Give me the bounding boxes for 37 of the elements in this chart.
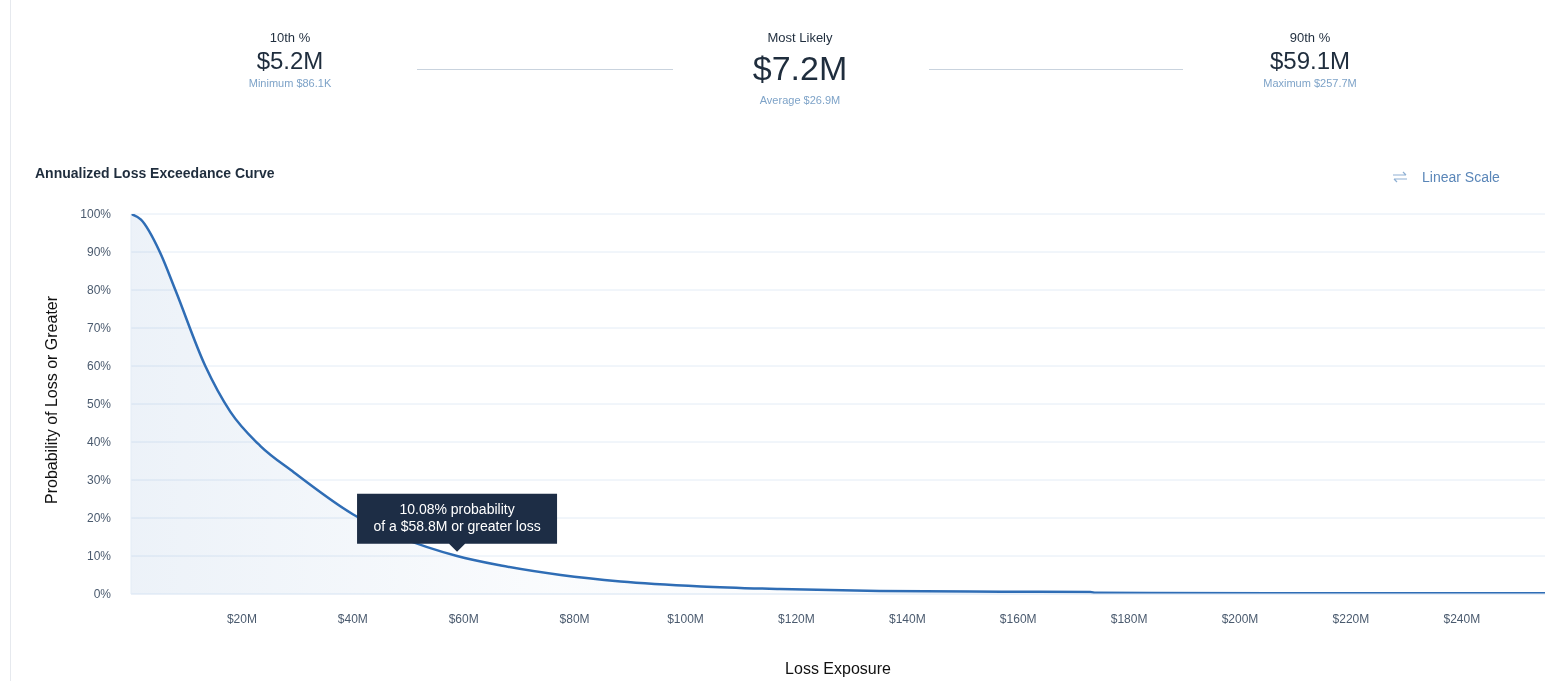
- text: Linear Scale: [1422, 169, 1500, 185]
- y-tick-label: 20%: [86, 511, 112, 526]
- x-tick-label: $180M: [1110, 611, 1148, 626]
- annotation: 10.08% probability of a $58.8M or greater loss: [373, 500, 541, 534]
- x-tick-label: $40M: [337, 611, 368, 626]
- y-tick-label: 40%: [86, 435, 112, 450]
- text: Average $26.9M: [758, 94, 842, 106]
- x-tick-label: $160M: [999, 611, 1037, 626]
- text: $5.2M: [255, 47, 325, 75]
- y-tick-label: 50%: [86, 397, 112, 412]
- x-tick-label: $120M: [778, 611, 815, 626]
- text: $7.2M: [751, 49, 849, 88]
- x-tick-label: $80M: [559, 611, 590, 626]
- y-tick-label: 70%: [86, 321, 112, 336]
- x-tick-label: $100M: [667, 611, 704, 626]
- chart-title: Annualized Loss Exceedance Curve: [35, 165, 275, 181]
- text: Minimum $86.1K: [247, 77, 333, 89]
- y-tick-label: 0%: [93, 587, 112, 602]
- y-tick-label: 10%: [86, 549, 112, 564]
- y-tick-label: 90%: [86, 245, 112, 260]
- y-tick-label: 100%: [80, 207, 112, 222]
- text: $59.1M: [1268, 47, 1352, 75]
- x-tick-label: $140M: [888, 611, 926, 626]
- text: 90th %: [1288, 30, 1332, 45]
- y-axis-title: Probability of Loss or Greater: [42, 295, 60, 504]
- y-tick-label: 30%: [86, 473, 112, 488]
- x-tick-label: $200M: [1221, 611, 1259, 626]
- x-axis-title: Loss Exposure: [785, 660, 892, 677]
- text: Most Likely: [766, 30, 834, 45]
- x-tick-label: $60M: [448, 611, 479, 626]
- text: 10th %: [268, 30, 312, 45]
- x-tick-label: $20M: [226, 611, 257, 626]
- x-tick-label: $220M: [1332, 611, 1370, 626]
- y-tick-label: 60%: [86, 359, 112, 374]
- x-tick-label: $240M: [1443, 611, 1481, 626]
- y-tick-label: 80%: [86, 283, 112, 298]
- text: Maximum $257.7M: [1262, 77, 1358, 89]
